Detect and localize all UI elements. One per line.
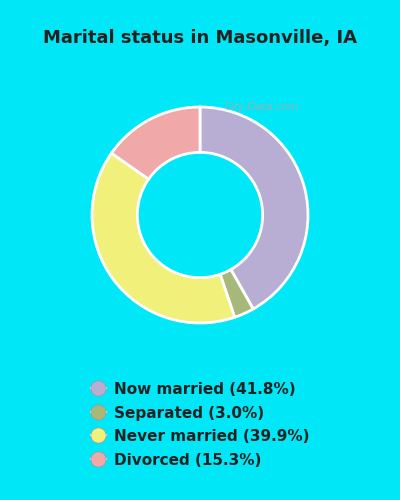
Text: Marital status in Masonville, IA: Marital status in Masonville, IA <box>43 28 357 46</box>
Wedge shape <box>92 153 235 323</box>
Text: City-Data.com: City-Data.com <box>225 102 299 112</box>
Wedge shape <box>112 107 200 179</box>
Wedge shape <box>200 107 308 309</box>
Legend: Now married (41.8%), Separated (3.0%), Never married (39.9%), Divorced (15.3%): Now married (41.8%), Separated (3.0%), N… <box>83 374 317 476</box>
Wedge shape <box>220 270 253 318</box>
